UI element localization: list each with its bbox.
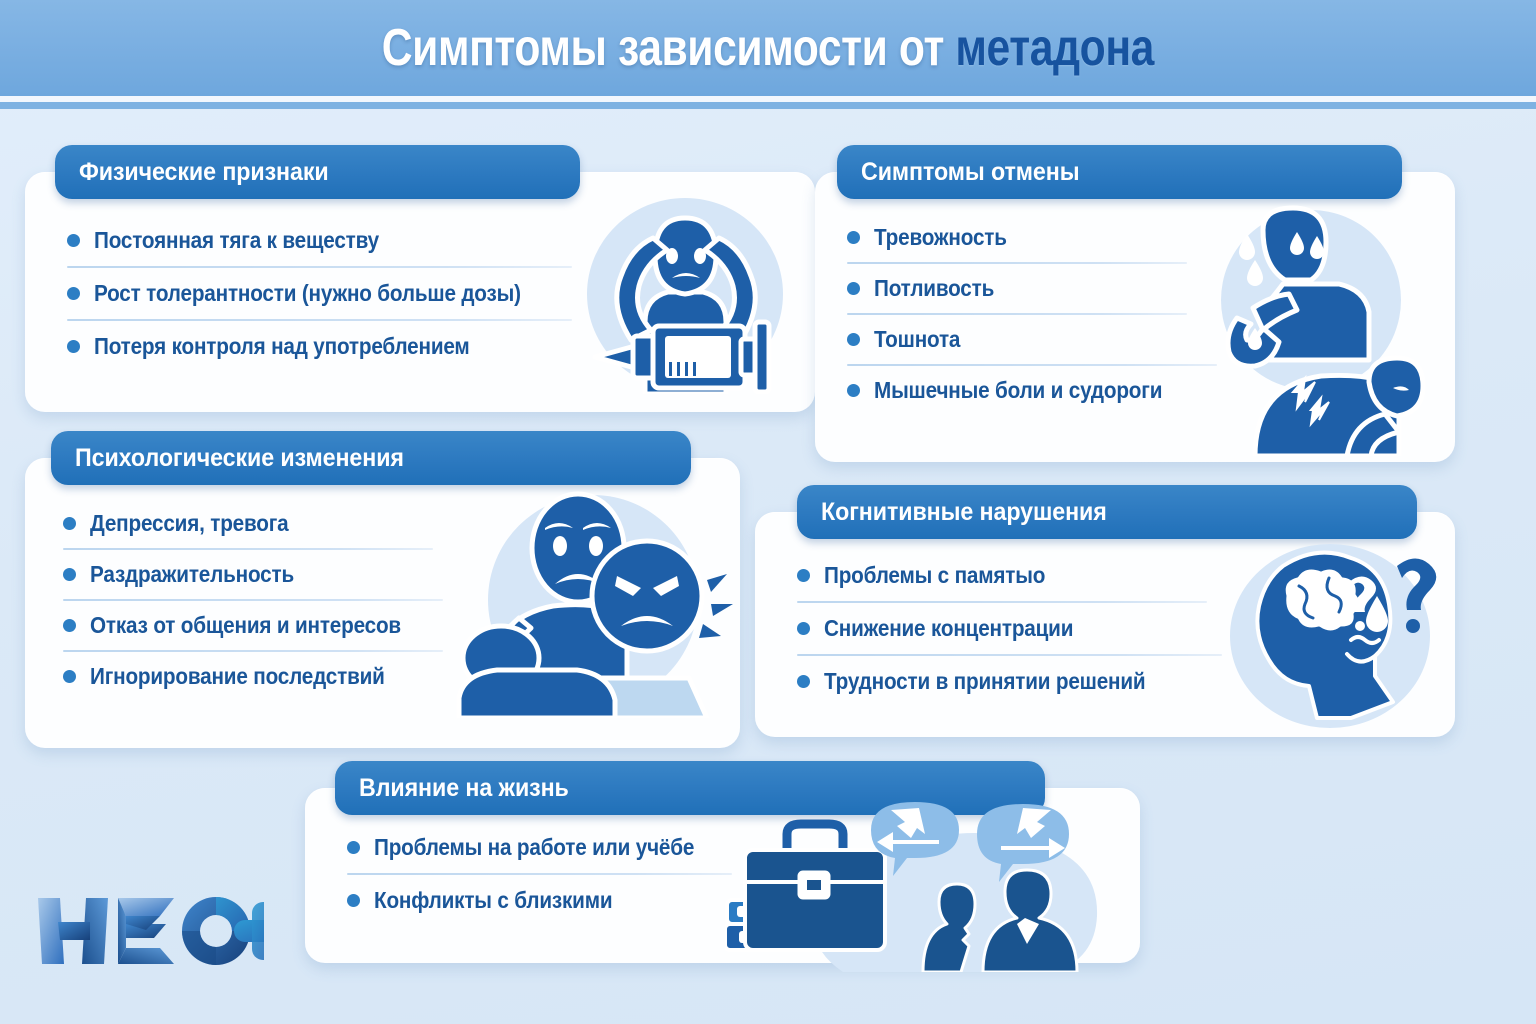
bullet-label: Тошнота — [874, 326, 961, 352]
bullet-dot-icon — [67, 234, 80, 247]
bullet-list-cognitive-impairment: Проблемы с памятыо Снижение концентрации… — [797, 562, 1227, 695]
list-item: Конфликты с близкими — [347, 887, 747, 914]
bullet-label: Проблемы на работе или учёбе — [374, 834, 695, 860]
list-divider — [797, 654, 1222, 656]
bullet-dot-icon — [847, 282, 860, 295]
bullet-list-psychological-changes: Депрессия, тревога Раздражительность Отк… — [63, 510, 463, 690]
bullet-dot-icon — [63, 619, 76, 632]
list-item: Проблемы с памятыо — [797, 562, 1227, 589]
bullet-dot-icon — [847, 231, 860, 244]
card-title-psychological-changes: Психологические изменения — [75, 443, 404, 472]
bullet-dot-icon — [63, 517, 76, 530]
bullet-label: Раздражительность — [90, 561, 295, 587]
list-divider — [847, 364, 1217, 366]
bullet-label: Проблемы с памятыо — [824, 562, 1046, 588]
head-brain-question-icon — [1225, 538, 1440, 733]
list-item: Тревожность — [847, 224, 1227, 251]
card-cognitive-impairment: Когнитивные нарушения Проблемы с памятыо… — [755, 485, 1455, 737]
list-divider — [67, 266, 572, 268]
card-physical-signs: Физические признаки Постоянная тяга к ве… — [25, 145, 815, 412]
bullet-label: Депрессия, тревога — [90, 510, 289, 536]
list-divider — [847, 313, 1187, 315]
list-item: Тошнота — [847, 326, 1227, 353]
bullet-dot-icon — [847, 384, 860, 397]
bullet-dot-icon — [63, 568, 76, 581]
bullet-dot-icon — [797, 569, 810, 582]
list-item: Отказ от общения и интересов — [63, 612, 463, 639]
list-item: Депрессия, тревога — [63, 510, 463, 537]
bullet-label: Потливость — [874, 275, 995, 301]
list-item: Постоянная тяга к веществу — [67, 227, 587, 254]
list-divider — [67, 319, 572, 321]
bullet-dot-icon — [347, 894, 360, 907]
page-title-main: Симптомы зависимости от — [381, 19, 956, 77]
list-item: Проблемы на работе или учёбе — [347, 834, 747, 861]
bullet-label: Игнорирование последствий — [90, 663, 385, 689]
card-withdrawal-symptoms: Симптомы отмены Тревожность Потливость Т… — [815, 145, 1455, 462]
bullet-label: Мышечные боли и судороги — [874, 377, 1163, 403]
list-item: Трудности в принятии решений — [797, 668, 1227, 695]
list-divider — [847, 262, 1187, 264]
bullet-dot-icon — [67, 287, 80, 300]
list-divider — [63, 548, 433, 550]
card-header-cognitive-impairment: Когнитивные нарушения — [797, 485, 1417, 539]
list-item: Потливость — [847, 275, 1227, 302]
card-psychological-changes: Психологические изменения Депрессия, тре… — [25, 431, 740, 748]
list-divider — [347, 873, 732, 875]
bullet-label: Потеря контроля над употреблением — [94, 333, 470, 359]
bullet-label: Трудности в принятии решений — [824, 668, 1146, 694]
card-header-physical-signs: Физические признаки — [55, 145, 580, 199]
card-title-life-impact: Влияние на жизнь — [359, 773, 569, 802]
list-item: Раздражительность — [63, 561, 463, 588]
card-title-cognitive-impairment: Когнитивные нарушения — [821, 497, 1107, 526]
bullet-dot-icon — [797, 622, 810, 635]
bullet-label: Рост толерантности (нужно больше дозы) — [94, 280, 521, 306]
list-item: Снижение концентрации — [797, 615, 1227, 642]
sad-angry-faces-icon — [445, 488, 735, 721]
card-header-withdrawal-symptoms: Симптомы отмены — [837, 145, 1402, 199]
page-title-accent: метадона — [955, 19, 1155, 77]
header-divider-blue — [0, 102, 1536, 109]
bullet-label: Тревожность — [874, 224, 1007, 250]
bullet-dot-icon — [347, 841, 360, 854]
list-item: Мышечные боли и судороги — [847, 377, 1227, 404]
person-headache-syringe-icon — [573, 194, 798, 397]
list-item: Рост толерантности (нужно больше дозы) — [67, 280, 587, 307]
person-sweating-cramps-icon — [1193, 200, 1443, 459]
bullet-list-life-impact: Проблемы на работе или учёбе Конфликты с… — [347, 834, 747, 914]
bullet-label: Конфликты с близкими — [374, 887, 613, 913]
bullet-dot-icon — [797, 675, 810, 688]
bullet-label: Отказ от общения и интересов — [90, 612, 401, 638]
card-life-impact: Влияние на жизнь Проблемы на работе или … — [305, 761, 1140, 974]
list-divider — [797, 601, 1207, 603]
card-title-withdrawal-symptoms: Симптомы отмены — [861, 157, 1080, 186]
page-header: Симптомы зависимости от метадона — [0, 0, 1536, 96]
card-header-psychological-changes: Психологические изменения — [51, 431, 691, 485]
header-divider-white — [0, 96, 1536, 102]
bullet-label: Постоянная тяга к веществу — [94, 227, 380, 253]
list-item: Потеря контроля над употреблением — [67, 333, 587, 360]
bullet-list-physical-signs: Постоянная тяга к веществу Рост толерант… — [67, 227, 587, 360]
bullet-dot-icon — [67, 340, 80, 353]
card-title-physical-signs: Физические признаки — [79, 157, 329, 186]
bullet-list-withdrawal-symptoms: Тревожность Потливость Тошнота Мышечные … — [847, 224, 1227, 404]
briefcase-books-conflict-icon — [723, 794, 1125, 974]
list-divider — [63, 599, 443, 601]
page-title: Симптомы зависимости от метадона — [381, 18, 1155, 78]
bullet-dot-icon — [847, 333, 860, 346]
bullet-label: Снижение концентрации — [824, 615, 1074, 641]
bullet-dot-icon — [63, 670, 76, 683]
list-divider — [63, 650, 443, 652]
list-item: Игнорирование последствий — [63, 663, 463, 690]
neo-plus-logo — [34, 890, 292, 972]
